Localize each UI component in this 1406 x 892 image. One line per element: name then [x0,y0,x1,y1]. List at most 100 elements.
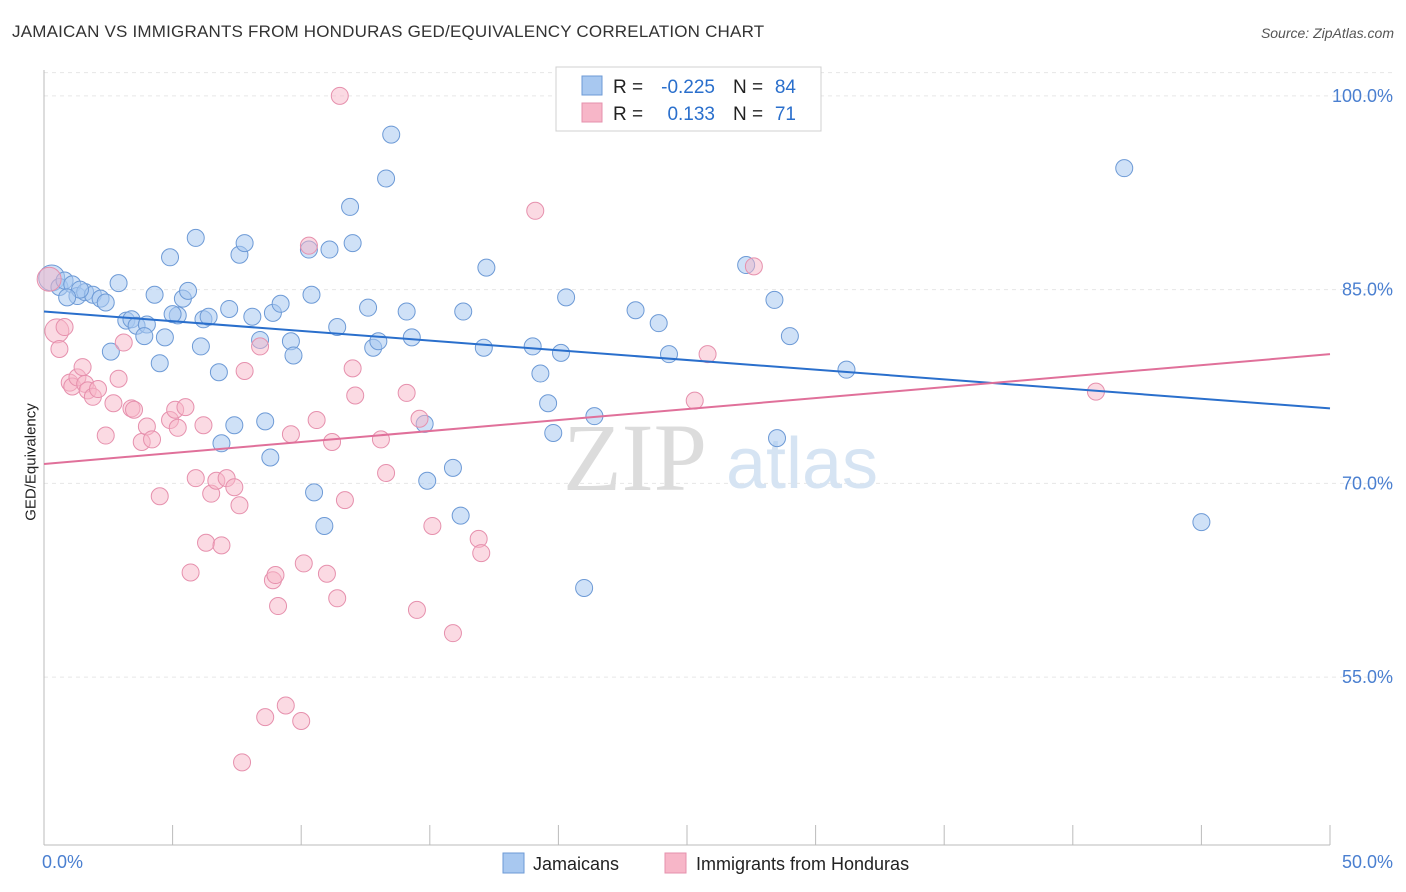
data-point-honduras [143,430,162,449]
data-point-jamaicans [418,471,437,490]
data-point-jamaicans [359,298,378,317]
source-label: Source: ZipAtlas.com [1260,25,1394,41]
data-point-jamaicans [305,483,324,502]
data-point-honduras [299,236,318,255]
data-point-jamaicans [443,458,462,477]
data-point-honduras [526,201,545,220]
data-point-jamaicans [315,516,334,535]
data-point-jamaicans [150,354,169,373]
y-tick-label: 85.0% [1342,280,1393,300]
data-point-honduras [281,425,300,444]
data-point-honduras [266,566,285,585]
data-point-jamaicans [377,169,396,188]
data-point-honduras [176,398,195,417]
data-point-jamaicans [474,338,493,357]
data-point-jamaicans [544,423,563,442]
trend-lines [43,310,1331,465]
data-point-jamaicans [328,318,347,337]
data-point-jamaicans [451,506,470,525]
data-point-jamaicans [235,234,254,253]
trend-line-jamaicans [43,310,1331,410]
legend-n-value-blue: 84 [775,77,797,98]
data-point-jamaicans [225,416,244,435]
data-point-honduras [181,563,200,582]
data-point-jamaicans [101,342,120,361]
data-point-jamaicans [397,302,416,321]
data-point-honduras [276,696,295,715]
data-point-jamaicans [256,412,275,431]
data-point-honduras [197,533,216,552]
legend-bottom-label-pink: Immigrants from Honduras [696,854,909,874]
data-point-honduras [407,600,426,619]
legend-r-label-blue: R = [613,77,643,98]
data-point-honduras [269,597,288,616]
data-point-jamaicans [649,314,668,333]
data-point-honduras [50,340,69,358]
data-point-honduras [443,624,462,643]
data-point-jamaicans [58,288,77,307]
legend-n-label-pink: N = [733,104,763,125]
data-point-jamaicans [163,305,182,324]
data-point-honduras [371,430,390,449]
data-point-jamaicans [341,197,360,216]
data-point-honduras [377,464,396,482]
data-point-honduras [251,337,270,356]
data-point-jamaicans [284,346,303,365]
data-point-honduras [186,469,205,488]
y-tick-label: 55.0% [1342,667,1393,687]
data-point-jamaicans [302,285,321,304]
legend-swatch-blue [581,75,603,96]
x-tick-label: 0.0% [42,852,83,872]
data-point-honduras [114,333,133,352]
data-point-jamaicans [382,125,401,144]
legend-top: R = -0.225 N = 84 R = 0.133 N = 71 [555,66,822,132]
data-point-honduras [744,257,763,276]
data-point-honduras [225,478,244,497]
data-point-jamaicans [780,327,799,346]
legend-swatch-pink [581,102,603,123]
data-point-honduras [294,554,313,573]
data-point-honduras [410,409,429,428]
data-point-jamaicans [768,429,787,448]
data-point-jamaicans [477,258,496,277]
data-point-jamaicans [96,293,115,312]
data-point-jamaicans [659,345,678,364]
legend-bottom-swatch-blue [502,852,525,874]
data-point-honduras [346,386,365,405]
legend-r-value-blue: -0.225 [661,77,715,98]
data-point-jamaicans [531,364,550,383]
data-point-jamaicans [271,294,290,313]
data-point-jamaicans [243,307,262,326]
data-point-jamaicans [523,337,542,356]
data-point-jamaicans [539,394,558,413]
watermark-atlas: atlas [726,424,878,504]
data-point-jamaicans [186,228,205,247]
data-point-honduras [685,391,704,410]
data-point-jamaicans [220,299,239,318]
legend-bottom-label-blue: Jamaicans [533,854,619,874]
y-tick-label: 100.0% [1332,86,1393,106]
data-point-honduras [397,383,416,402]
legend-n-label-blue: N = [733,77,763,98]
data-point-honduras [307,411,326,430]
data-point-honduras [292,712,311,730]
data-point-jamaicans [155,328,174,347]
legend-bottom-swatch-pink [664,852,687,874]
data-point-honduras [168,418,187,437]
data-point-honduras [698,345,717,364]
data-point-jamaicans [135,327,154,346]
data-point-jamaicans [109,274,128,293]
legend-bottom: Jamaicans Immigrants from Honduras [502,852,909,874]
data-point-honduras [89,380,108,399]
data-point-honduras [343,359,362,378]
tick-labels: 55.0% 70.0% 85.0% 100.0% 0.0% 50.0% [42,86,1393,872]
data-point-jamaicans [161,248,180,267]
data-point-honduras [330,86,349,105]
data-point-jamaicans [1192,513,1211,532]
y-tick-label: 70.0% [1342,473,1393,493]
data-point-jamaicans [454,302,473,321]
data-point-honduras [233,753,252,772]
data-point-honduras [194,416,213,435]
data-point-honduras [104,394,123,413]
